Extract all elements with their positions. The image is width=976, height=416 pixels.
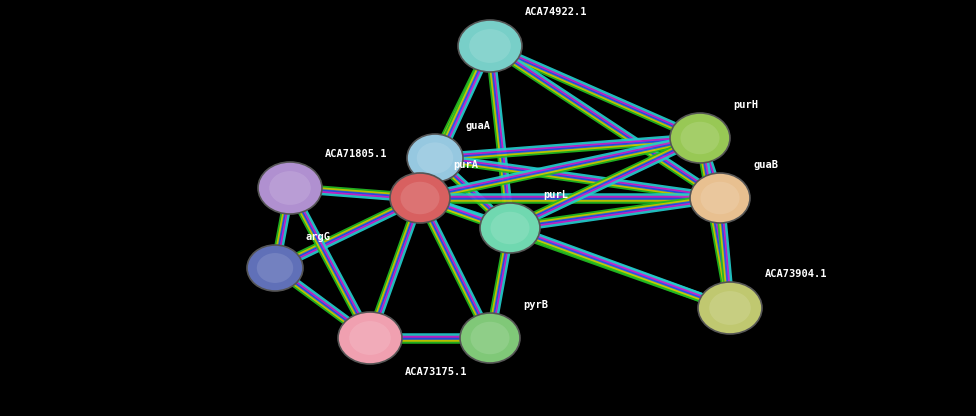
Text: ACA74922.1: ACA74922.1 — [525, 7, 588, 17]
Text: ACA73175.1: ACA73175.1 — [405, 367, 468, 377]
Text: argG: argG — [306, 232, 331, 242]
Ellipse shape — [690, 173, 750, 223]
Ellipse shape — [258, 162, 322, 214]
Text: ACA73904.1: ACA73904.1 — [765, 269, 828, 279]
Ellipse shape — [460, 313, 520, 363]
Ellipse shape — [349, 321, 390, 355]
Text: pyrB: pyrB — [523, 300, 548, 310]
Ellipse shape — [407, 134, 463, 182]
Ellipse shape — [247, 245, 303, 291]
Text: ACA71805.1: ACA71805.1 — [325, 149, 387, 159]
Ellipse shape — [458, 20, 522, 72]
Ellipse shape — [257, 253, 293, 283]
Ellipse shape — [390, 173, 450, 223]
Ellipse shape — [680, 122, 719, 154]
Ellipse shape — [701, 182, 740, 214]
Text: purL: purL — [543, 190, 568, 200]
Ellipse shape — [338, 312, 402, 364]
Ellipse shape — [269, 171, 310, 205]
Text: guaA: guaA — [466, 121, 491, 131]
Text: purA: purA — [453, 160, 478, 170]
Ellipse shape — [480, 203, 540, 253]
Ellipse shape — [670, 113, 730, 163]
Ellipse shape — [400, 182, 439, 214]
Ellipse shape — [470, 322, 509, 354]
Text: purH: purH — [733, 100, 758, 110]
Ellipse shape — [417, 142, 453, 173]
Ellipse shape — [469, 29, 510, 63]
Ellipse shape — [710, 291, 751, 325]
Text: guaB: guaB — [753, 160, 778, 170]
Ellipse shape — [491, 212, 530, 244]
Ellipse shape — [698, 282, 762, 334]
